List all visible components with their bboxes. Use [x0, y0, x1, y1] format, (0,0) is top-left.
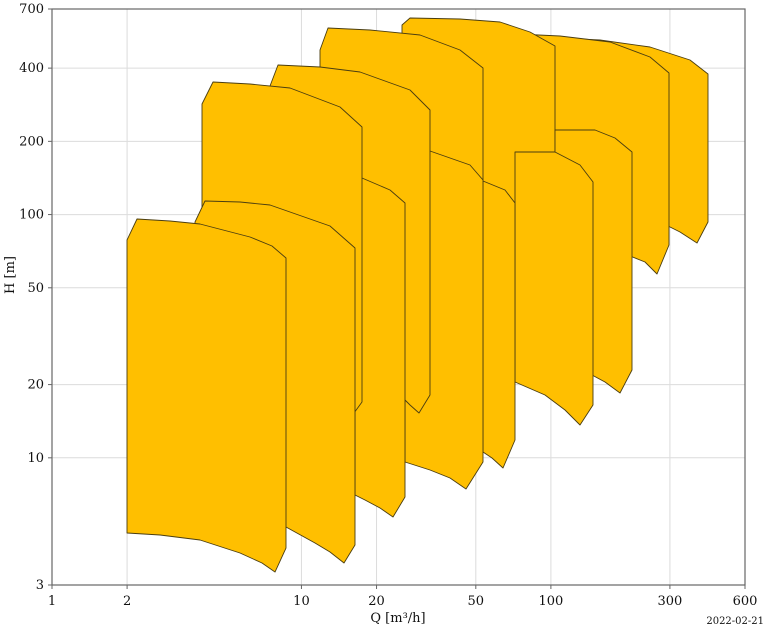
x-axis-label: Q [m³/h]: [370, 611, 425, 626]
x-tick-label: 10: [293, 594, 310, 609]
x-tick-label: 300: [657, 594, 682, 609]
x-axis-ticks: 1 2 10 20 50 100 300 600: [48, 585, 758, 609]
x-tick-label: 50: [468, 594, 485, 609]
date-stamp: 2022-02-21: [706, 616, 764, 627]
y-tick-label: 10: [27, 451, 44, 466]
y-tick-label: 3: [36, 578, 44, 593]
x-tick-label: 600: [733, 594, 758, 609]
x-tick-label: 100: [538, 594, 563, 609]
y-tick-label: 400: [19, 61, 44, 76]
y-tick-label: 200: [19, 134, 44, 149]
x-tick-label: 1: [48, 594, 56, 609]
pump-envelope-field-7: [482, 180, 516, 469]
pump-envelope-field-5: [514, 151, 594, 426]
x-tick-label: 2: [123, 594, 131, 609]
pump-envelope-field-13: [126, 218, 287, 573]
y-axis-ticks: 3 10 20 50 100 200 400 700: [19, 2, 52, 593]
y-tick-label: 700: [19, 2, 44, 17]
y-tick-label: 20: [27, 378, 44, 393]
pump-envelopes: [126, 17, 709, 573]
y-tick-label: 100: [19, 208, 44, 223]
pump-envelope-field-10: [354, 177, 406, 518]
plot-frame: [51, 8, 746, 586]
y-axis-label: H [m]: [3, 256, 18, 294]
x-tick-label: 20: [368, 594, 385, 609]
y-tick-label: 50: [27, 281, 44, 296]
